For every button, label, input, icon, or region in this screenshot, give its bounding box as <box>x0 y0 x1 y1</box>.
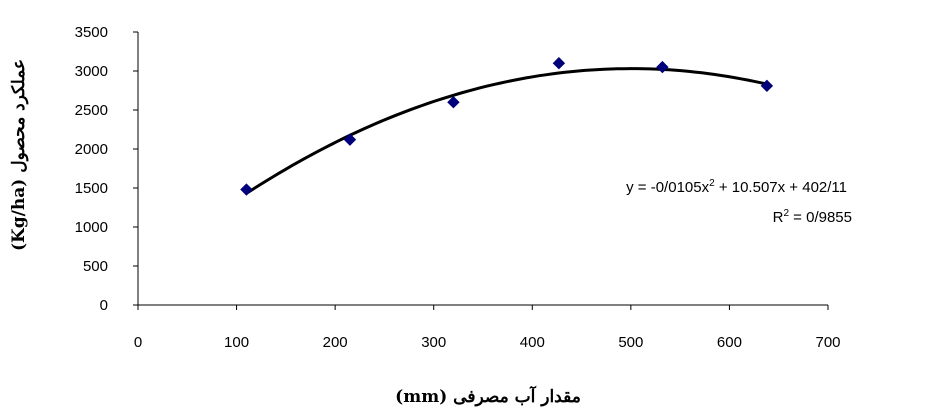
x-tick-label: 300 <box>421 334 446 351</box>
x-tick-label: 600 <box>717 334 742 351</box>
x-axis-title: مقدار آب مصرفی (mm) <box>395 385 581 407</box>
data-points <box>241 58 772 195</box>
trendline <box>246 69 767 194</box>
x-tick-label: 100 <box>224 334 249 351</box>
equation-label: y = -0/0105x2 + 10.507x + 402/11 <box>626 178 847 196</box>
data-point <box>448 97 459 108</box>
y-tick-label: 2000 <box>75 141 108 158</box>
y-tick-labels: 0 500 1000 1500 2000 2500 3000 3500 <box>75 24 108 314</box>
y-tick-label: 1500 <box>75 180 108 197</box>
x-tick-label: 200 <box>323 334 348 351</box>
r-squared-label: R2 = 0/9855 <box>773 208 852 226</box>
x-tick-labels: 0 100 200 300 400 500 600 700 <box>134 334 841 351</box>
data-point <box>241 184 252 195</box>
y-tick-label: 3000 <box>75 63 108 80</box>
x-tick-label: 0 <box>134 334 142 351</box>
y-axis-title: عملکرد محصول (Kg/ha) <box>9 59 29 251</box>
y-tick-label: 1000 <box>75 219 108 236</box>
chart-axes <box>133 32 828 310</box>
y-tick-label: 500 <box>83 258 108 275</box>
y-tick-label: 2500 <box>75 102 108 119</box>
x-tick-label: 400 <box>520 334 545 351</box>
x-tick-label: 700 <box>815 334 840 351</box>
x-tick-label: 500 <box>618 334 643 351</box>
y-tick-label: 3500 <box>75 24 108 41</box>
data-point <box>553 58 564 69</box>
y-tick-label: 0 <box>100 297 108 314</box>
